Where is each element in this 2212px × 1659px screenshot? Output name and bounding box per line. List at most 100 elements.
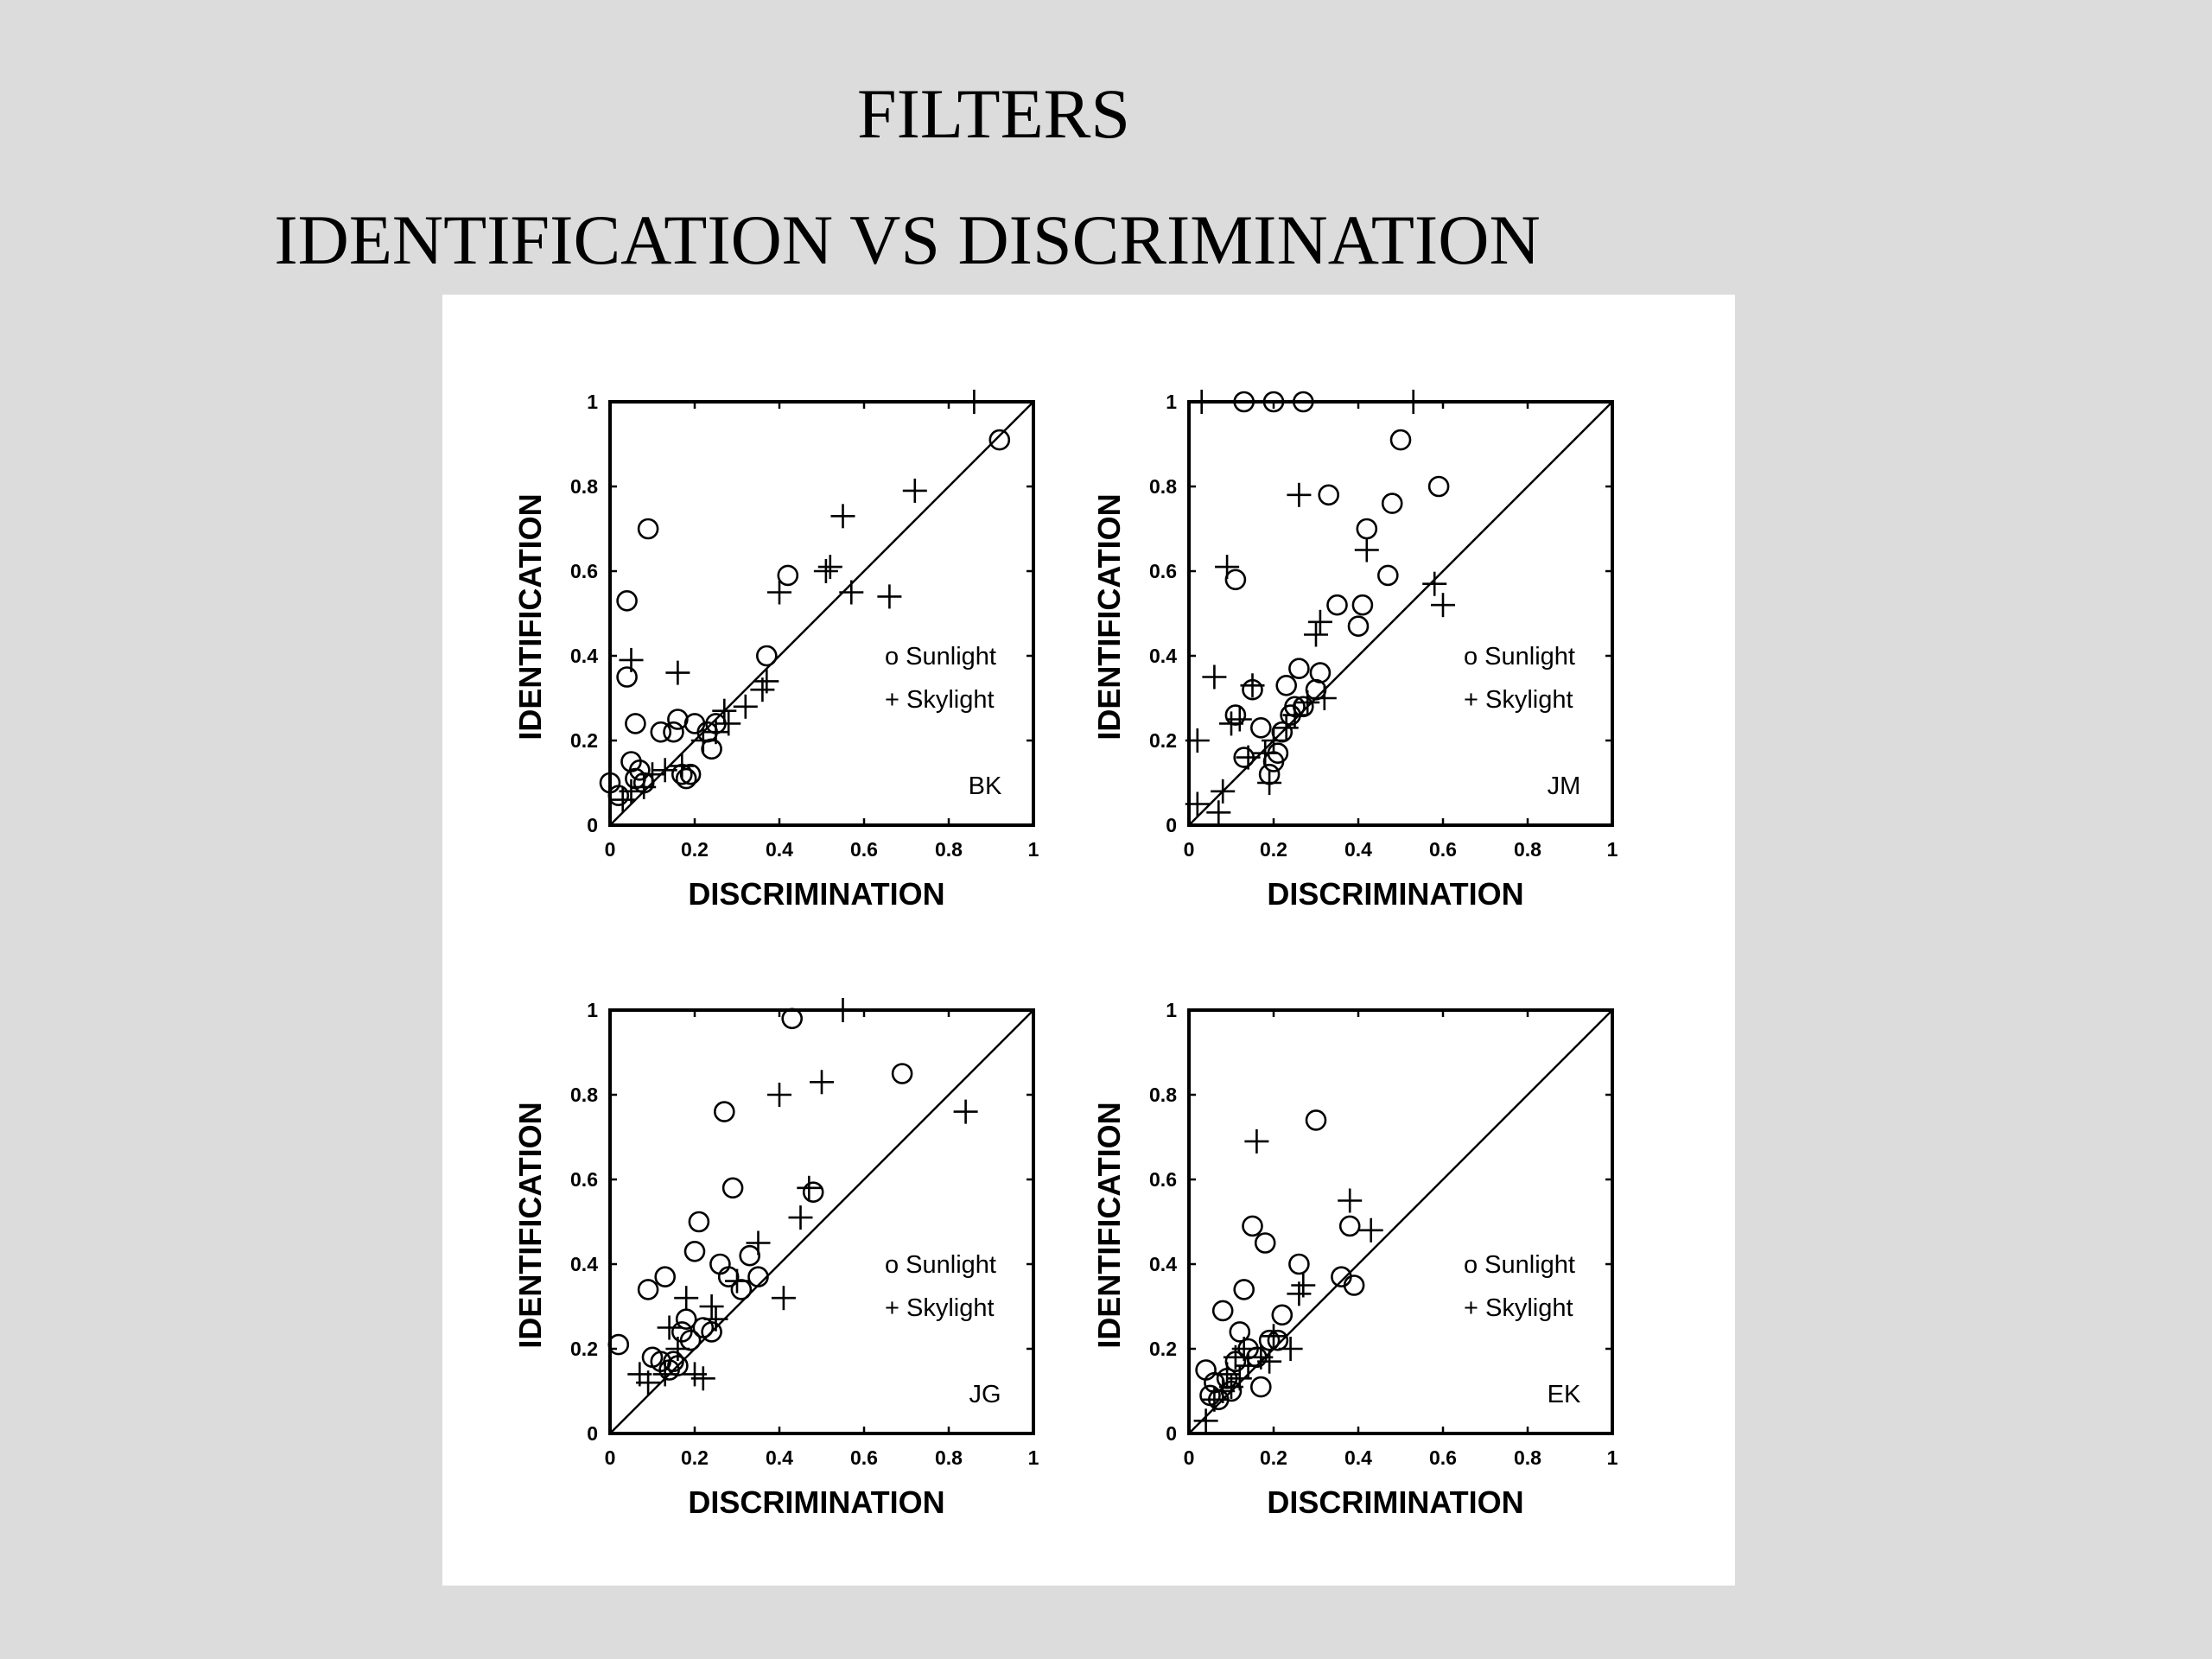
y-tick-label: 0.6 [570, 1168, 598, 1191]
data-point-skylight [839, 580, 864, 605]
data-point-sunlight [1377, 564, 1399, 587]
data-point-skylight [1236, 745, 1261, 770]
data-point-skylight [640, 762, 664, 787]
data-point-sunlight [1343, 1274, 1365, 1296]
x-tick-label: 0.2 [1260, 838, 1287, 861]
data-point-skylight [1304, 622, 1328, 647]
data-point-skylight [1215, 555, 1240, 580]
scatter-panel-jg: 0 0.2 0.4 0.6 0.8 1 0 0.2 0.4 0.6 0.8 1 DISCRIMINATI… [512, 998, 1039, 1520]
y-tick-label: 0.6 [1149, 1168, 1177, 1191]
data-point-sunlight [701, 738, 722, 760]
data-point-sunlight [1224, 704, 1247, 726]
slide-title-filters: FILTERS [857, 74, 1130, 153]
data-point-sunlight [1389, 429, 1412, 451]
data-point-skylight [1282, 702, 1307, 728]
data-point-skylight [1227, 707, 1252, 732]
x-tick-label: 0 [605, 838, 616, 861]
y-tick-label: 1 [1166, 999, 1177, 1021]
x-axis-label: DISCRIMINATION [1267, 1484, 1523, 1520]
x-tick-label: 0.8 [1514, 1446, 1541, 1469]
data-point-skylight [810, 1070, 834, 1095]
scatter-panel-jm: 0 0.2 0.4 0.6 0.8 1 0 0.2 0.4 0.6 0.8 1 DISCRIMINATI… [1091, 390, 1618, 912]
data-point-skylight [1215, 1362, 1240, 1387]
data-point-skylight [1358, 1217, 1383, 1243]
panel-subject-tag: JG [969, 1381, 1001, 1408]
data-point-sunlight [1233, 1279, 1255, 1300]
data-point-sunlight [739, 1244, 761, 1267]
data-point-skylight [1338, 1188, 1363, 1213]
data-point-skylight [665, 1337, 690, 1361]
data-point-sunlight [1338, 1215, 1361, 1237]
data-point-skylight [1185, 728, 1210, 753]
x-tick-label: 0 [1184, 838, 1195, 861]
data-point-sunlight [777, 564, 799, 587]
data-point-skylight [632, 774, 657, 799]
data-point-sunlight [1271, 1304, 1294, 1326]
data-point-skylight [1401, 390, 1426, 414]
x-tick-label: 0.2 [1260, 1446, 1287, 1469]
data-point-skylight [1211, 779, 1236, 804]
legend-entry-sunlight: o Sunlight [885, 643, 996, 671]
data-point-skylight [1257, 771, 1282, 795]
scatter-panel-ek: 0 0.2 0.4 0.6 0.8 1 0 0.2 0.4 0.6 0.8 1 DISCRIMINATI… [1091, 999, 1618, 1520]
data-point-sunlight [637, 1279, 659, 1300]
data-point-sunlight [802, 1181, 824, 1203]
data-point-skylight [670, 753, 695, 779]
data-point-skylight [690, 1366, 715, 1391]
reference-line-diagonal [609, 401, 1034, 826]
data-point-skylight [1262, 1324, 1286, 1349]
x-tick-label: 0.4 [1344, 1446, 1372, 1469]
data-point-skylight [1202, 664, 1227, 690]
data-point-skylight [1193, 1408, 1218, 1433]
data-point-sunlight [663, 1351, 684, 1372]
reference-line-diagonal [1188, 401, 1613, 826]
data-point-sunlight [1275, 674, 1298, 696]
scatter-panel-bk: 0 0.2 0.4 0.6 0.8 1 0 0.2 0.4 0.6 0.8 1 DISCRIMINATI… [512, 390, 1039, 912]
data-point-sunlight [891, 1063, 913, 1084]
data-point-skylight [1185, 791, 1210, 817]
data-point-sunlight [1249, 1376, 1272, 1398]
data-point-sunlight [1309, 662, 1332, 683]
data-point-sunlight [747, 1266, 769, 1287]
y-tick-label: 1 [1166, 391, 1177, 413]
x-tick-label: 0 [1184, 1446, 1195, 1469]
legend-entry-skylight: + Skylight [1464, 1294, 1573, 1322]
data-point-skylight [652, 758, 677, 783]
data-point-sunlight [1356, 518, 1378, 540]
y-tick-label: 0.4 [570, 1253, 598, 1275]
data-point-skylight [746, 1230, 771, 1255]
y-tick-label: 0.6 [1149, 560, 1177, 582]
plot-frame [1187, 1008, 1614, 1435]
scatter-figure: 0 0.2 0.4 0.6 0.8 1 0 0.2 0.4 0.6 0.8 1 DISCRIMINATI… [512, 390, 1618, 1520]
data-point-skylight [1262, 728, 1286, 753]
x-tick-label: 1 [1028, 1446, 1039, 1469]
x-tick-label: 0.6 [1429, 1446, 1457, 1469]
y-tick-label: 0.8 [1149, 1084, 1177, 1106]
y-tick-label: 0.4 [1149, 1253, 1177, 1275]
data-point-skylight [1206, 800, 1231, 825]
data-point-skylight [1189, 390, 1214, 414]
data-point-sunlight [1242, 1215, 1263, 1237]
y-axis-label: IDENTIFICATION [1091, 1102, 1127, 1348]
x-tick-label: 1 [1607, 838, 1618, 861]
data-point-sunlight [730, 1279, 753, 1300]
data-point-skylight [636, 1370, 661, 1395]
data-point-skylight [953, 1099, 978, 1124]
legend-entry-sunlight: o Sunlight [885, 1251, 996, 1279]
data-point-skylight [665, 660, 690, 685]
data-point-skylight [703, 720, 728, 745]
data-point-skylight [1236, 1353, 1261, 1378]
x-tick-label: 0.8 [935, 838, 963, 861]
data-point-skylight [877, 584, 902, 609]
data-point-skylight [1231, 1337, 1256, 1361]
legend-entry-skylight: + Skylight [1464, 686, 1573, 714]
data-point-skylight [830, 504, 855, 529]
data-point-sunlight [1288, 1253, 1310, 1275]
figure-panel: 0 0.2 0.4 0.6 0.8 1 0 0.2 0.4 0.6 0.8 1 DISCRIMINATI… [442, 295, 1735, 1586]
data-point-sunlight [1262, 391, 1285, 413]
data-point-sunlight [988, 429, 1011, 451]
y-tick-label: 1 [587, 999, 598, 1021]
data-point-sunlight [1427, 475, 1450, 498]
legend-entry-sunlight: o Sunlight [1464, 1251, 1575, 1279]
panel-subject-tag: JM [1548, 772, 1581, 800]
